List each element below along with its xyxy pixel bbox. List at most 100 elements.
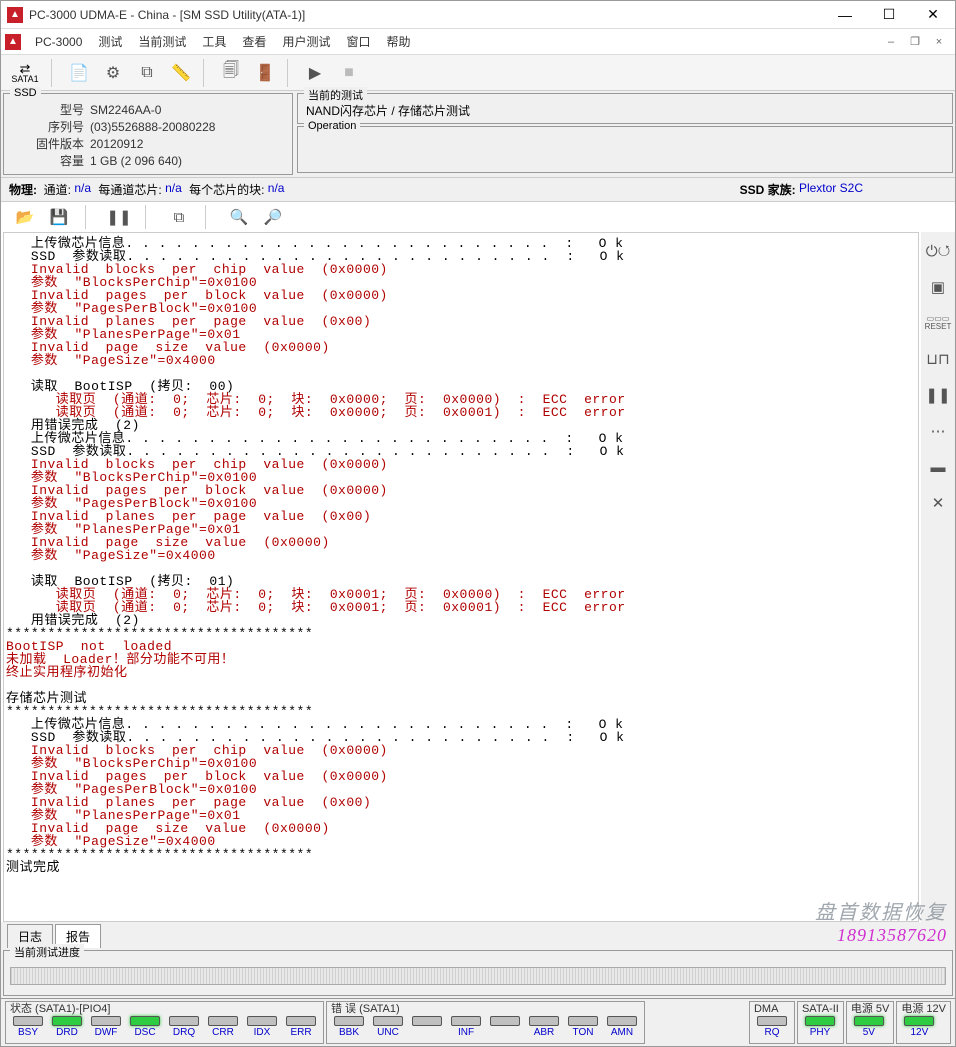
watermark: 盘首数据恢复 18913587620 <box>815 896 947 946</box>
play-button[interactable]: ▶ <box>299 58 331 88</box>
ssd-row-label: 固件版本 <box>10 136 90 153</box>
led-light <box>247 1016 277 1026</box>
led-DRQ: DRQ <box>166 1016 202 1038</box>
led-5V: 5V <box>851 1016 887 1038</box>
window-buttons: — ☐ ✕ <box>823 1 955 29</box>
log-output[interactable]: 上传微芯片信息. . . . . . . . . . . . . . . . .… <box>3 232 919 922</box>
log-line: 参数 "PageSize"=0x4000 <box>6 354 916 367</box>
memory-icon[interactable]: ▬ <box>925 456 951 478</box>
led-light <box>607 1016 637 1026</box>
dots-icon[interactable]: ⋯ <box>925 420 951 442</box>
led-label: UNC <box>377 1027 399 1038</box>
status-sata2-title: SATA-II <box>802 1003 839 1015</box>
physical-info-line: 物理: 通道: n/a 每通道芯片: n/a 每个芯片的块: n/a SSD 家… <box>1 178 955 202</box>
find-icon[interactable]: 🔍 <box>225 204 253 230</box>
chip-icon[interactable]: ⚙ <box>97 58 129 88</box>
phys-channel-label: 通道: <box>44 181 71 198</box>
led-label: DRQ <box>173 1027 195 1038</box>
mdi-close-icon[interactable]: × <box>929 32 949 52</box>
sata-port-button[interactable]: ⇄SATA1 <box>5 58 45 88</box>
led-DSC: DSC <box>127 1016 163 1038</box>
mdi-minimize-icon[interactable]: – <box>881 32 901 52</box>
main-log-area: 上传微芯片信息. . . . . . . . . . . . . . . . .… <box>1 232 955 922</box>
mdi-restore-icon[interactable]: ❐ <box>905 32 925 52</box>
led-label: DRD <box>56 1027 78 1038</box>
led-label: ERR <box>290 1027 311 1038</box>
menu-appname[interactable]: PC-3000 <box>27 30 90 54</box>
info-area: SSD 型号SM2246AA-0序列号(03)5526888-20080228固… <box>1 91 955 178</box>
led-BSY: BSY <box>10 1016 46 1038</box>
menu-item-4[interactable]: 用户测试 <box>274 30 338 54</box>
ssd-row: 型号SM2246AA-0 <box>10 102 286 119</box>
led-label: 12V <box>910 1027 928 1038</box>
led-light <box>805 1016 835 1026</box>
watermark-text: 盘首数据恢复 <box>815 896 947 925</box>
led-light <box>451 1016 481 1026</box>
ruler-icon[interactable]: 📏 <box>165 58 197 88</box>
power-icon[interactable]: ⏻↺ <box>925 240 951 262</box>
stop-button[interactable]: ■ <box>333 58 365 88</box>
copy-icon[interactable]: ⧉ <box>131 58 163 88</box>
menu-item-0[interactable]: 测试 <box>90 30 130 54</box>
menu-item-6[interactable]: 帮助 <box>378 30 418 54</box>
reset-icon[interactable]: ▭▭▭RESET <box>925 312 951 334</box>
tools-icon[interactable]: ✕ <box>925 492 951 514</box>
status-state-title: 状态 (SATA1)-[PIO4] <box>10 1003 319 1015</box>
led-12V: 12V <box>901 1016 937 1038</box>
led-label: DSC <box>134 1027 155 1038</box>
ssd-row-value: (03)5526888-20080228 <box>90 119 215 136</box>
menu-item-1[interactable]: 当前测试 <box>130 30 194 54</box>
ssd-row-label: 序列号 <box>10 119 90 136</box>
log-line: ************************************* <box>6 848 916 861</box>
chip-tool-icon[interactable]: ▣ <box>925 276 951 298</box>
log-tabs: 日志 报告 盘首数据恢复 18913587620 <box>1 922 955 948</box>
progress-bar <box>10 967 946 985</box>
find-next-icon[interactable]: 🔎 <box>259 204 287 230</box>
files-icon[interactable]: 🗐 <box>215 58 247 88</box>
copy2-icon[interactable]: ⧉ <box>165 204 193 230</box>
led-AMN: AMN <box>604 1016 640 1038</box>
document-icon[interactable]: 📄 <box>63 58 95 88</box>
led-label: 5V <box>863 1027 875 1038</box>
log-line: 读取页 (通道: 0; 芯片: 0; 块: 0x0000; 页: 0x0001)… <box>6 406 916 419</box>
close-button[interactable]: ✕ <box>911 1 955 29</box>
save-icon[interactable]: 💾 <box>45 204 73 230</box>
exit-icon[interactable]: 🚪 <box>249 58 281 88</box>
log-toolbar: 📂 💾 ❚❚ ⧉ 🔍 🔎 <box>1 202 955 232</box>
led-BBK: BBK <box>331 1016 367 1038</box>
progress-box: 当前测试进度 <box>3 950 953 996</box>
current-test-legend: 当前的测试 <box>304 87 367 103</box>
log-line <box>6 679 916 692</box>
led-light <box>490 1016 520 1026</box>
connector-icon[interactable]: ⊔⊓ <box>925 348 951 370</box>
led-light <box>334 1016 364 1026</box>
led-label: BBK <box>339 1027 359 1038</box>
maximize-button[interactable]: ☐ <box>867 1 911 29</box>
led-label: INF <box>458 1027 474 1038</box>
menu-item-2[interactable]: 工具 <box>194 30 234 54</box>
phys-chips-label: 每通道芯片: <box>98 181 161 198</box>
led-DWF: DWF <box>88 1016 124 1038</box>
ssd-family-label: SSD 家族: <box>740 181 796 198</box>
menu-item-3[interactable]: 查看 <box>234 30 274 54</box>
minimize-button[interactable]: — <box>823 1 867 29</box>
side-toolbar: ⏻↺ ▣ ▭▭▭RESET ⊔⊓ ❚❚ ⋯ ▬ ✕ <box>921 232 955 922</box>
led-label: PHY <box>810 1027 831 1038</box>
phys-label: 物理: <box>9 181 37 198</box>
ssd-family-value: Plextor S2C <box>799 181 863 198</box>
led-label: AMN <box>611 1027 633 1038</box>
pause2-icon[interactable]: ❚❚ <box>925 384 951 406</box>
led-label: CRR <box>212 1027 234 1038</box>
open-icon[interactable]: 📂 <box>11 204 39 230</box>
operation-box: 当前的测试 NAND闪存芯片 / 存储芯片测试 Operation <box>297 93 953 175</box>
led-label: IDX <box>254 1027 271 1038</box>
menu-item-5[interactable]: 窗口 <box>338 30 378 54</box>
ssd-row: 序列号(03)5526888-20080228 <box>10 119 286 136</box>
log-line: 未加载 Loader！部分功能不可用！ <box>6 653 916 666</box>
ssd-row: 容量1 GB (2 096 640) <box>10 153 286 170</box>
led-CRR: CRR <box>205 1016 241 1038</box>
phys-blocks-label: 每个芯片的块: <box>189 181 264 198</box>
pause-icon[interactable]: ❚❚ <box>105 204 133 230</box>
app-icon: ▲ <box>7 7 23 23</box>
led-blank <box>409 1016 445 1038</box>
